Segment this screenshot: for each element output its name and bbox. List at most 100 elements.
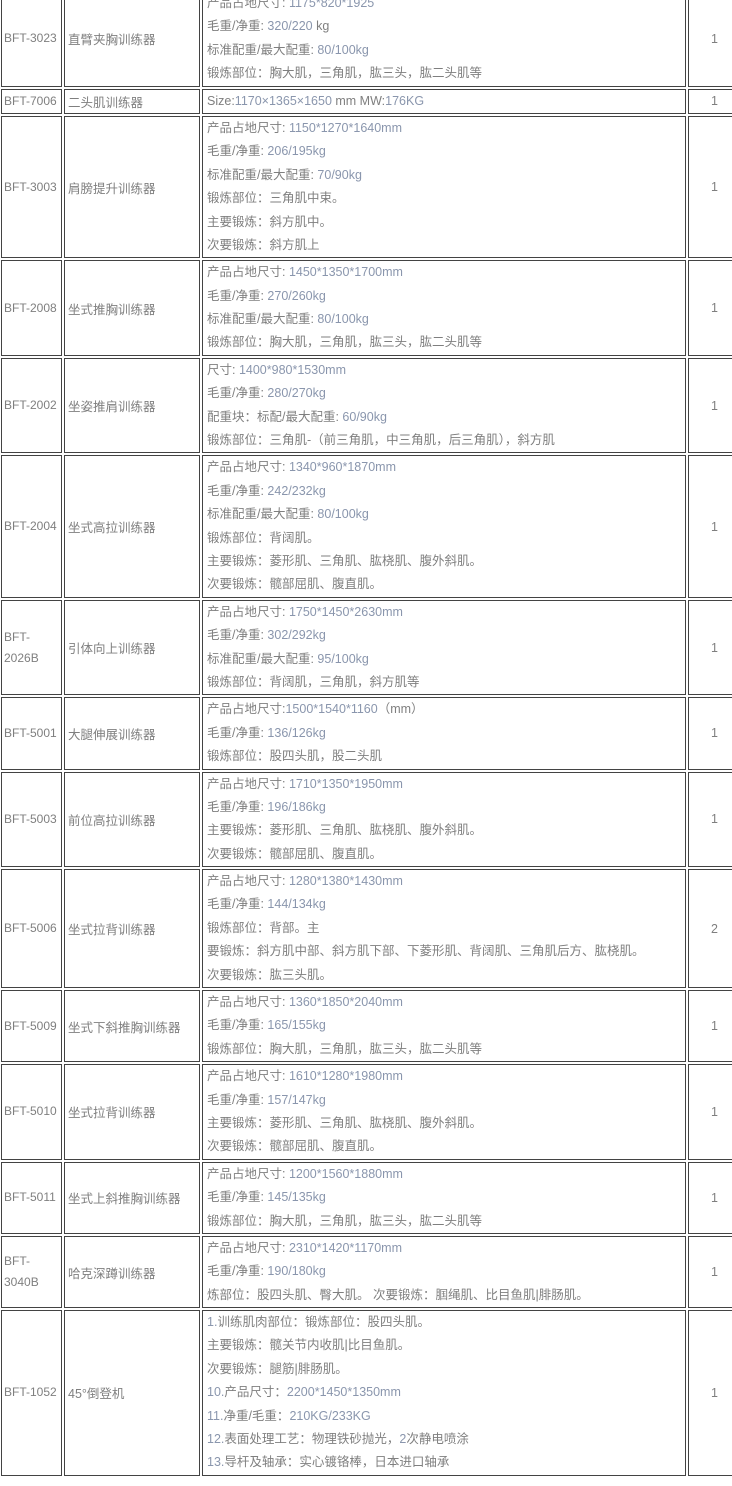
qty-cell: 1 [688,0,732,87]
spec-line: 标准配重/最大配重: 80/100kg [207,42,369,57]
qty-cell: 1 [688,455,732,598]
table-row: BFT-3040B 哈克深蹲训练器 产品占地尺寸: 2310*1420*1170… [1,1235,732,1309]
model-cell: BFT-3040B [1,1235,62,1309]
spec-line: 1.训练肌肉部位：锻炼部位：股四头肌。 [207,1315,430,1330]
spec-line: 主要锻炼：菱形肌、三角肌、肱桡肌、腹外斜肌。 [207,1115,483,1130]
spec-line: 锻炼部位：胸大肌，三角肌，肱三头，肱二头肌等 [207,66,483,81]
table-row: BFT-2002 坐姿推肩训练器 尺寸: 1400*980*1530mm 毛重/… [1,357,732,454]
spec-line: 锻炼部位：胸大肌，三角肌，肱三头，肱二头肌等 [207,1213,483,1228]
qty-cell: 1 [688,990,732,1063]
spec-line: 产品占地尺寸: 1340*960*1870mm [207,460,396,475]
table-row: BFT-5009 坐式下斜推胸训练器 产品占地尺寸: 1360*1850*204… [1,990,732,1063]
spec-line: 次要锻炼：髋部屈肌、腹直肌。 [207,1139,383,1154]
spec-cell: 产品占地尺寸:1500*1540*1160（mm） 毛重/净重: 136/126… [202,697,686,770]
model-cell: BFT-5009 [1,990,62,1063]
spec-line: 锻炼部位：背阔肌，三角肌，斜方肌等 [207,674,420,689]
table-row: BFT-3023 直臂夹胸训练器 产品占地尺寸: 1175*820*1925 毛… [1,0,732,87]
name-cell: 坐式下斜推胸训练器 [64,990,200,1063]
spec-line: 产品占地尺寸: 1360*1850*2040mm [207,995,403,1010]
spec-line: 毛重/净重: 242/232kg [207,483,326,498]
spec-cell: 产品占地尺寸: 1340*960*1870mm 毛重/净重: 242/232kg… [202,455,686,598]
name-cell: 坐式高拉训练器 [64,455,200,598]
model-cell: BFT-5001 [1,697,62,770]
spec-line: Size:1170×1365×1650 mm MW:176KG [207,93,425,108]
spec-line: 次要锻炼：髋部屈肌、腹直肌。 [207,846,383,861]
model-cell: BFT-2002 [1,357,62,454]
name-cell: 肩膀提升训练器 [64,115,200,259]
spec-line: 锻炼部位：背阔肌。 [207,530,320,545]
spec-line: 毛重/净重: 206/195kg [207,144,326,159]
spec-line: 产品占地尺寸: 1610*1280*1980mm [207,1069,403,1084]
spec-line: 毛重/净重: 320/220 kg [207,19,330,34]
model-cell: BFT-2008 [1,260,62,356]
spec-cell: 1.训练肌肉部位：锻炼部位：股四头肌。 主要锻炼：髋关节内收肌|比目鱼肌。 次要… [202,1310,686,1476]
spec-line: 毛重/净重: 196/186kg [207,799,326,814]
qty-cell: 1 [688,1235,732,1309]
spec-cell: 产品占地尺寸: 1280*1380*1430mm 毛重/净重: 144/134k… [202,869,686,989]
spec-cell: 产品占地尺寸: 1710*1350*1950mm 毛重/净重: 196/186k… [202,771,686,868]
qty-cell: 1 [688,599,732,696]
qty-cell: 2 [688,869,732,989]
qty-cell: 1 [688,771,732,868]
table-row: BFT-5003 前位高拉训练器 产品占地尺寸: 1710*1350*1950m… [1,771,732,868]
table-row: BFT-1052 45°倒登机 1.训练肌肉部位：锻炼部位：股四头肌。 主要锻炼… [1,1310,732,1476]
table-row: BFT-7006 二头肌训练器 Size:1170×1365×1650 mm M… [1,88,732,114]
spec-line: 配重块：标配/最大配重: 60/90kg [207,409,387,424]
spec-line: 锻炼部位：背部。主 [207,920,320,935]
qty-cell: 1 [688,1310,732,1476]
spec-line: 标准配重/最大配重: 95/100kg [207,651,369,666]
model-cell: BFT-2026B [1,599,62,696]
table-row: BFT-5010 坐式拉背训练器 产品占地尺寸: 1610*1280*1980m… [1,1064,732,1160]
spec-line: 毛重/净重: 165/155kg [207,1018,326,1033]
model-cell: BFT-1052 [1,1310,62,1476]
spec-line: 标准配重/最大配重: 80/100kg [207,507,369,522]
spec-line: 13.导杆及轴承：实心镀铬棒，日本进口轴承 [207,1455,450,1470]
table-row: BFT-5001 大腿伸展训练器 产品占地尺寸:1500*1540*1160（m… [1,697,732,770]
spec-line: 产品占地尺寸: 1750*1450*2630mm [207,604,403,619]
spec-cell: Size:1170×1365×1650 mm MW:176KG [202,88,686,114]
spec-line: 11.净重/毛重：210KG/233KG [207,1408,371,1423]
name-cell: 坐式拉背训练器 [64,869,200,989]
name-cell: 坐式拉背训练器 [64,1064,200,1160]
spec-line: 毛重/净重: 145/135kg [207,1190,326,1205]
qty-cell: 1 [688,115,732,259]
name-cell: 前位高拉训练器 [64,771,200,868]
spec-cell: 产品占地尺寸: 1200*1560*1880mm 毛重/净重: 145/135k… [202,1161,686,1234]
spec-line: 产品占地尺寸: 1450*1350*1700mm [207,265,403,280]
spec-cell: 产品占地尺寸: 2310*1420*1170mm 毛重/净重: 190/180k… [202,1235,686,1309]
spec-line: 10.产品尺寸：2200*1450*1350mm [207,1385,401,1400]
model-cell: BFT-5006 [1,869,62,989]
spec-line: 次要锻炼：腿筋|腓肠肌。 [207,1361,348,1376]
name-cell: 坐姿推肩训练器 [64,357,200,454]
spec-line: 主要锻炼：菱形肌、三角肌、肱桡肌、腹外斜肌。 [207,553,483,568]
name-cell: 哈克深蹲训练器 [64,1235,200,1309]
qty-cell: 1 [688,260,732,356]
spec-line: 锻炼部位：胸大肌，三角肌，肱三头，肱二头肌等 [207,1041,483,1056]
qty-cell: 1 [688,357,732,454]
model-cell: BFT-5003 [1,771,62,868]
spec-line: 产品占地尺寸:1500*1540*1160（mm） [207,702,424,717]
spec-line: 毛重/净重: 157/147kg [207,1092,326,1107]
spec-cell: 产品占地尺寸: 1360*1850*2040mm 毛重/净重: 165/155k… [202,990,686,1063]
name-cell: 坐式推胸训练器 [64,260,200,356]
spec-line: 毛重/净重: 136/126kg [207,725,326,740]
spec-line: 锻炼部位：三角肌中束。 [207,191,345,206]
spec-line: 产品占地尺寸: 1150*1270*1640mm [207,120,403,135]
spec-line: 锻炼部位：胸大肌，三角肌，肱三头，肱二头肌等 [207,335,483,350]
table-row: BFT-5011 坐式上斜推胸训练器 产品占地尺寸: 1200*1560*188… [1,1161,732,1234]
model-cell: BFT-3023 [1,0,62,87]
name-cell: 直臂夹胸训练器 [64,0,200,87]
spec-line: 产品占地尺寸: 1175*820*1925 [207,0,375,10]
spec-line: 毛重/净重: 280/270kg [207,386,326,401]
spec-line: 要锻炼：斜方肌中部、斜方肌下部、下菱形肌、背阔肌、三角肌后方、肱桡肌。 [207,944,645,959]
spec-cell: 尺寸: 1400*980*1530mm 毛重/净重: 280/270kg 配重块… [202,357,686,454]
spec-line: 次要锻炼：髋部屈肌、腹直肌。 [207,577,383,592]
model-cell: BFT-3003 [1,115,62,259]
spec-line: 尺寸: 1400*980*1530mm [207,362,346,377]
table-row: BFT-5006 坐式拉背训练器 产品占地尺寸: 1280*1380*1430m… [1,869,732,989]
spec-line: 产品占地尺寸: 1200*1560*1880mm [207,1166,403,1181]
spec-cell: 产品占地尺寸: 1450*1350*1700mm 毛重/净重: 270/260k… [202,260,686,356]
spec-line: 炼部位：股四头肌、臀大肌。 次要锻炼：腘绳肌、比目鱼肌|腓肠肌。 [207,1287,589,1302]
spec-cell: 产品占地尺寸: 1750*1450*2630mm 毛重/净重: 302/292k… [202,599,686,696]
